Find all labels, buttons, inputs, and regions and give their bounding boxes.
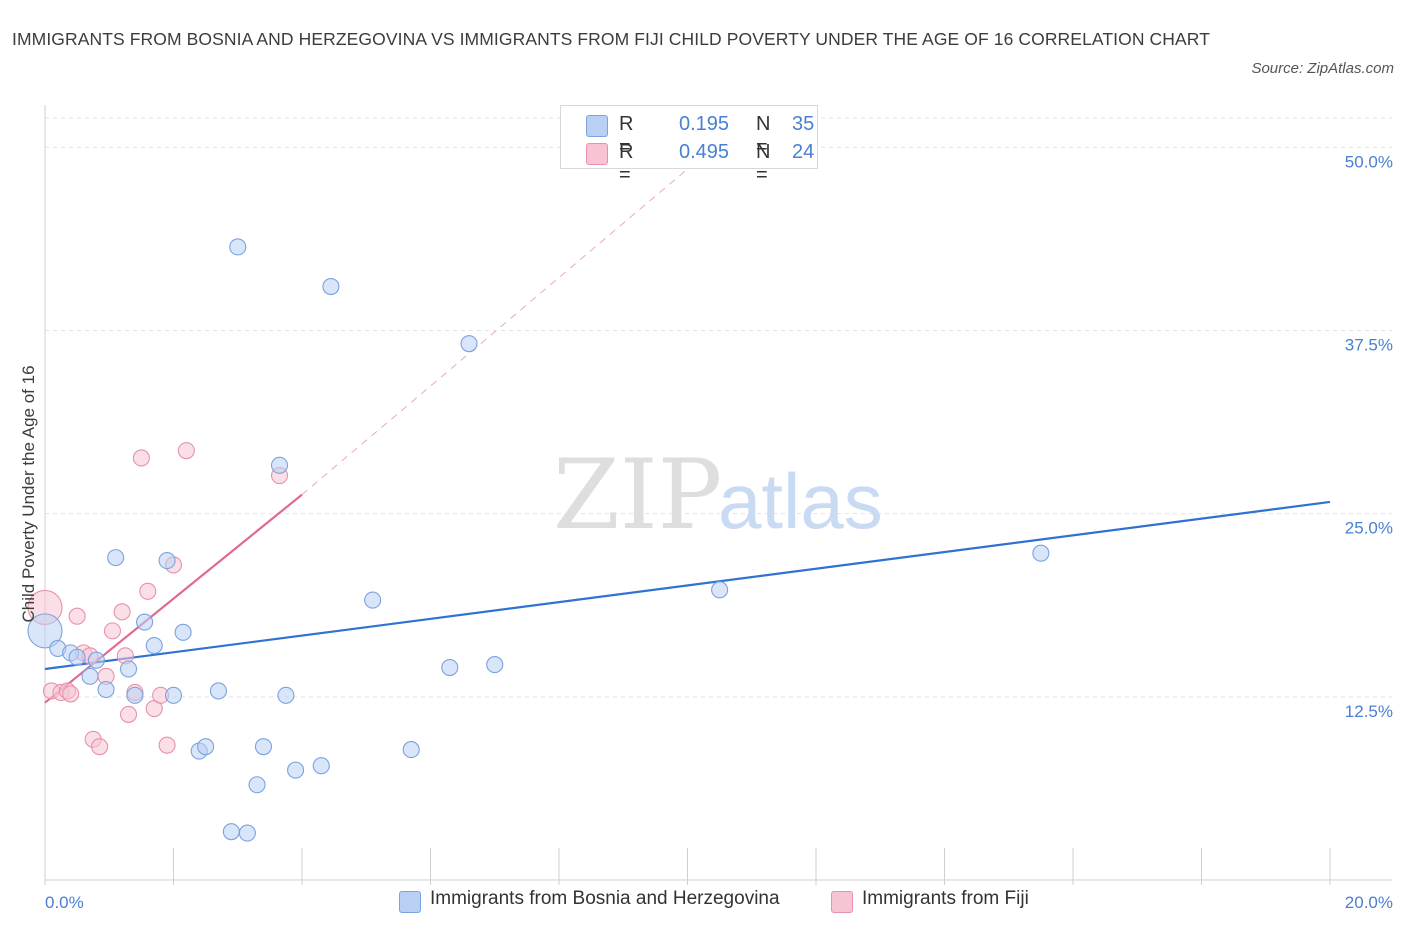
data-point-series1 [322,277,340,296]
y-tick-label: 37.5% [1345,335,1393,354]
data-point-series1 [312,757,330,775]
watermark-zip: ZIP [553,439,722,551]
data-point-series1 [711,581,729,599]
stats-legend: R = 0.195 N = 35 R = 0.495 N = 24 [560,105,818,186]
y-tick-label: 50.0% [1345,152,1393,171]
data-point-series1 [460,335,478,353]
watermark: ZIP atlas [553,439,883,551]
gridlines [45,117,1392,698]
trend-line-series2 [44,493,303,704]
data-point-series1 [164,686,183,704]
data-point-series1 [248,776,266,794]
data-point-series1 [174,623,192,641]
data-point-series1 [68,648,86,666]
bottom-legend-swatch-series1 [399,891,421,913]
data-point-series2 [91,738,109,756]
data-point-series1 [136,613,154,631]
y-tick-labels: 12.5% 25.0% 37.5% 50.0% [1345,152,1393,721]
data-point-series1 [119,660,138,678]
source-credit: Source: ZipAtlas.com [1251,60,1394,77]
data-point-series1 [107,549,125,567]
chart-title: IMMIGRANTS FROM BOSNIA AND HERZEGOVINA V… [12,29,1210,49]
data-point-series1 [222,823,240,841]
trend-lines [44,146,1331,704]
legend-n-label: N = [756,141,771,186]
data-point-series1 [209,682,228,700]
trend-line-series1 [44,500,1331,671]
data-point-series2 [62,685,80,703]
legend-r-value: 0.195 [679,113,730,135]
data-point-series1 [1032,544,1050,562]
legend-swatch-series1 [586,115,608,137]
data-point-series2 [177,442,195,460]
data-point-series1 [97,680,115,699]
data-point-series2 [139,582,157,600]
scatter-points [27,238,1050,842]
data-point-series2 [119,705,138,723]
data-point-series1 [402,741,420,759]
data-point-series2 [158,736,176,754]
data-point-series2 [113,603,131,621]
data-point-series1 [158,551,176,570]
legend-swatch-series2 [586,143,608,165]
x-tick-marks [44,848,1331,885]
legend-r-value: 0.495 [679,141,730,163]
data-point-series1 [486,656,504,674]
data-point-series1 [287,761,305,779]
data-point-series1 [277,686,295,704]
bottom-legend-label-series2: Immigrants from Fiji [862,888,1029,909]
data-point-series2 [132,449,150,467]
legend-r-label: R = [619,141,634,186]
data-point-series1 [87,651,105,669]
y-tick-label: 25.0% [1345,519,1393,538]
data-point-series1 [254,738,273,756]
y-tick-label: 12.5% [1345,702,1393,721]
data-point-series1 [441,658,459,677]
data-point-series1 [364,591,382,609]
bottom-legend-swatch-series2 [831,891,853,913]
legend-n-label: N = [756,113,771,158]
data-point-series1 [197,738,215,756]
data-point-series1 [81,667,99,685]
data-point-series1 [270,456,289,474]
watermark-atlas: atlas [718,457,883,545]
data-point-series1 [126,686,144,704]
y-axis-label: Child Poverty Under the Age of 16 [19,365,38,622]
legend-n-value: 35 [792,113,815,135]
data-point-series2 [103,622,122,640]
legend-r-label: R = [619,113,634,158]
data-point-series1 [27,613,63,649]
data-point-series1 [145,636,163,655]
trend-line-series2-extension [301,146,714,495]
data-point-series1 [229,238,247,256]
x-tick-label-min: 0.0% [45,893,84,912]
legend-n-value: 24 [792,141,815,163]
bottom-legend-label-series1: Immigrants from Bosnia and Herzegovina [430,888,780,909]
data-point-series2 [68,607,86,625]
data-point-series1 [238,824,256,842]
axes [44,105,1392,881]
x-tick-label-max: 20.0% [1345,893,1393,912]
